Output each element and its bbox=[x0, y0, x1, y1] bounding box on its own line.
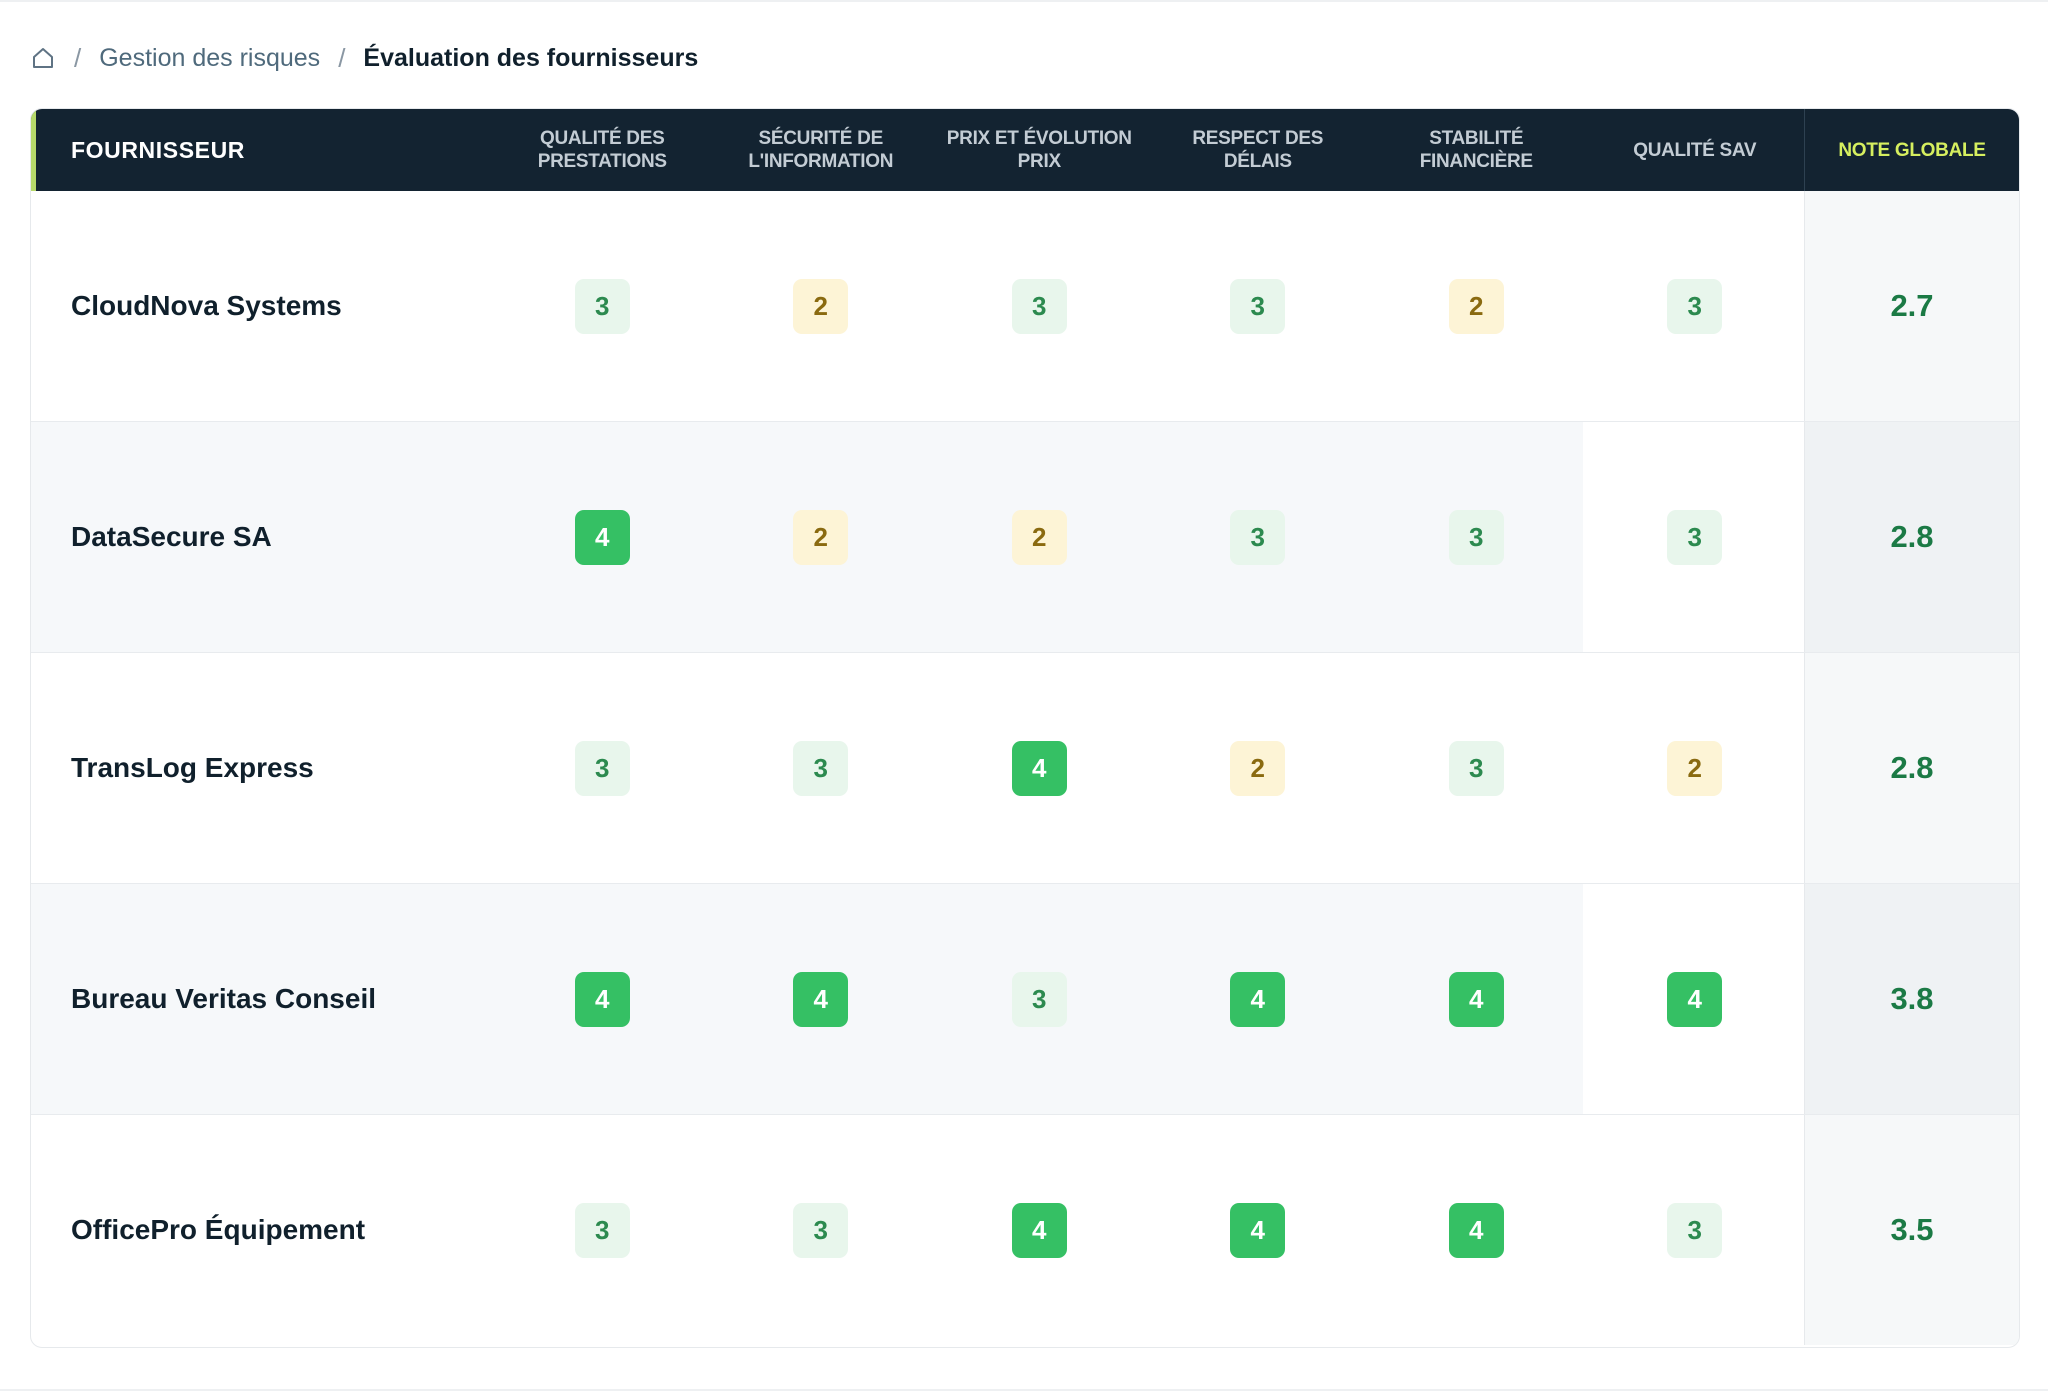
score-badge: 3 bbox=[574, 1202, 630, 1258]
breadcrumb-separator: / bbox=[338, 42, 346, 73]
score-badge: 3 bbox=[1011, 278, 1067, 334]
score-badge: 4 bbox=[1448, 1202, 1504, 1258]
global-score: 2.8 bbox=[1804, 422, 2019, 652]
header-accent-strip bbox=[31, 109, 36, 191]
table-row[interactable]: Bureau Veritas Conseil 4 4 3 4 4 4 3.8 bbox=[31, 884, 2019, 1115]
score-badge: 3 bbox=[1448, 509, 1504, 565]
score-badge: 3 bbox=[1667, 278, 1723, 334]
score-badge: 4 bbox=[1230, 1202, 1286, 1258]
score-badge: 2 bbox=[793, 278, 849, 334]
table-row[interactable]: TransLog Express 3 3 4 2 3 2 2.8 bbox=[31, 653, 2019, 884]
column-header-service-quality: QUALITÉ DES PRESTATIONS bbox=[537, 128, 667, 172]
column-header-price: PRIX ET ÉVOLUTION PRIX bbox=[946, 128, 1132, 172]
breadcrumb-link-risk-management[interactable]: Gestion des risques bbox=[99, 43, 321, 72]
bottom-divider bbox=[0, 1389, 2048, 1391]
supplier-name: Bureau Veritas Conseil bbox=[71, 983, 377, 1014]
score-badge: 4 bbox=[574, 509, 630, 565]
score-badge: 3 bbox=[1230, 509, 1286, 565]
column-header-supplier: FOURNISSEUR bbox=[71, 136, 246, 163]
global-score: 3.5 bbox=[1804, 1115, 2019, 1345]
score-badge: 3 bbox=[1230, 278, 1286, 334]
score-badge: 3 bbox=[1011, 971, 1067, 1027]
score-badge: 4 bbox=[793, 971, 849, 1027]
score-badge: 3 bbox=[1667, 509, 1723, 565]
score-badge: 2 bbox=[1011, 509, 1067, 565]
global-score: 2.7 bbox=[1804, 191, 2019, 421]
score-badge: 3 bbox=[793, 740, 849, 796]
supplier-name: CloudNova Systems bbox=[71, 290, 342, 321]
column-header-information-security: SÉCURITÉ DE L'INFORMATION bbox=[748, 128, 894, 172]
breadcrumb-separator: / bbox=[74, 42, 82, 73]
global-score: 2.8 bbox=[1804, 653, 2019, 883]
table-row[interactable]: CloudNova Systems 3 2 3 3 2 3 2.7 bbox=[31, 191, 2019, 422]
column-header-financial-stability: STABILITÉ FINANCIÈRE bbox=[1419, 128, 1533, 172]
home-icon[interactable] bbox=[30, 45, 56, 71]
score-badge: 3 bbox=[574, 278, 630, 334]
score-badge: 3 bbox=[1448, 740, 1504, 796]
score-badge: 4 bbox=[574, 971, 630, 1027]
supplier-name: DataSecure SA bbox=[71, 521, 272, 552]
table-row[interactable]: OfficePro Équipement 3 3 4 4 4 3 3.5 bbox=[31, 1115, 2019, 1345]
score-badge: 4 bbox=[1230, 971, 1286, 1027]
breadcrumb: / Gestion des risques / Évaluation des f… bbox=[30, 38, 698, 78]
score-badge: 4 bbox=[1011, 740, 1067, 796]
breadcrumb-current-page: Évaluation des fournisseurs bbox=[363, 43, 699, 72]
column-header-deadlines: RESPECT DES DÉLAIS bbox=[1192, 128, 1324, 172]
score-badge: 2 bbox=[1667, 740, 1723, 796]
score-badge: 4 bbox=[1667, 971, 1723, 1027]
table-body: CloudNova Systems 3 2 3 3 2 3 2.7 DataSe… bbox=[31, 191, 2019, 1345]
table-header: FOURNISSEUR QUALITÉ DES PRESTATIONS SÉCU… bbox=[31, 109, 2019, 191]
supplier-name: OfficePro Équipement bbox=[71, 1214, 366, 1245]
table-row[interactable]: DataSecure SA 4 2 2 3 3 3 2.8 bbox=[31, 422, 2019, 653]
score-badge: 2 bbox=[1230, 740, 1286, 796]
score-badge: 3 bbox=[793, 1202, 849, 1258]
supplier-evaluation-table: FOURNISSEUR QUALITÉ DES PRESTATIONS SÉCU… bbox=[30, 108, 2020, 1348]
supplier-name: TransLog Express bbox=[71, 752, 314, 783]
global-score: 3.8 bbox=[1804, 884, 2019, 1114]
top-divider bbox=[0, 0, 2048, 2]
column-header-after-sales-quality: QUALITÉ SAV bbox=[1633, 139, 1757, 161]
score-badge: 2 bbox=[1448, 278, 1504, 334]
score-badge: 3 bbox=[574, 740, 630, 796]
score-badge: 4 bbox=[1011, 1202, 1067, 1258]
score-badge: 2 bbox=[793, 509, 849, 565]
column-header-global-score: NOTE GLOBALE bbox=[1804, 109, 2019, 191]
score-badge: 4 bbox=[1448, 971, 1504, 1027]
score-badge: 3 bbox=[1667, 1202, 1723, 1258]
